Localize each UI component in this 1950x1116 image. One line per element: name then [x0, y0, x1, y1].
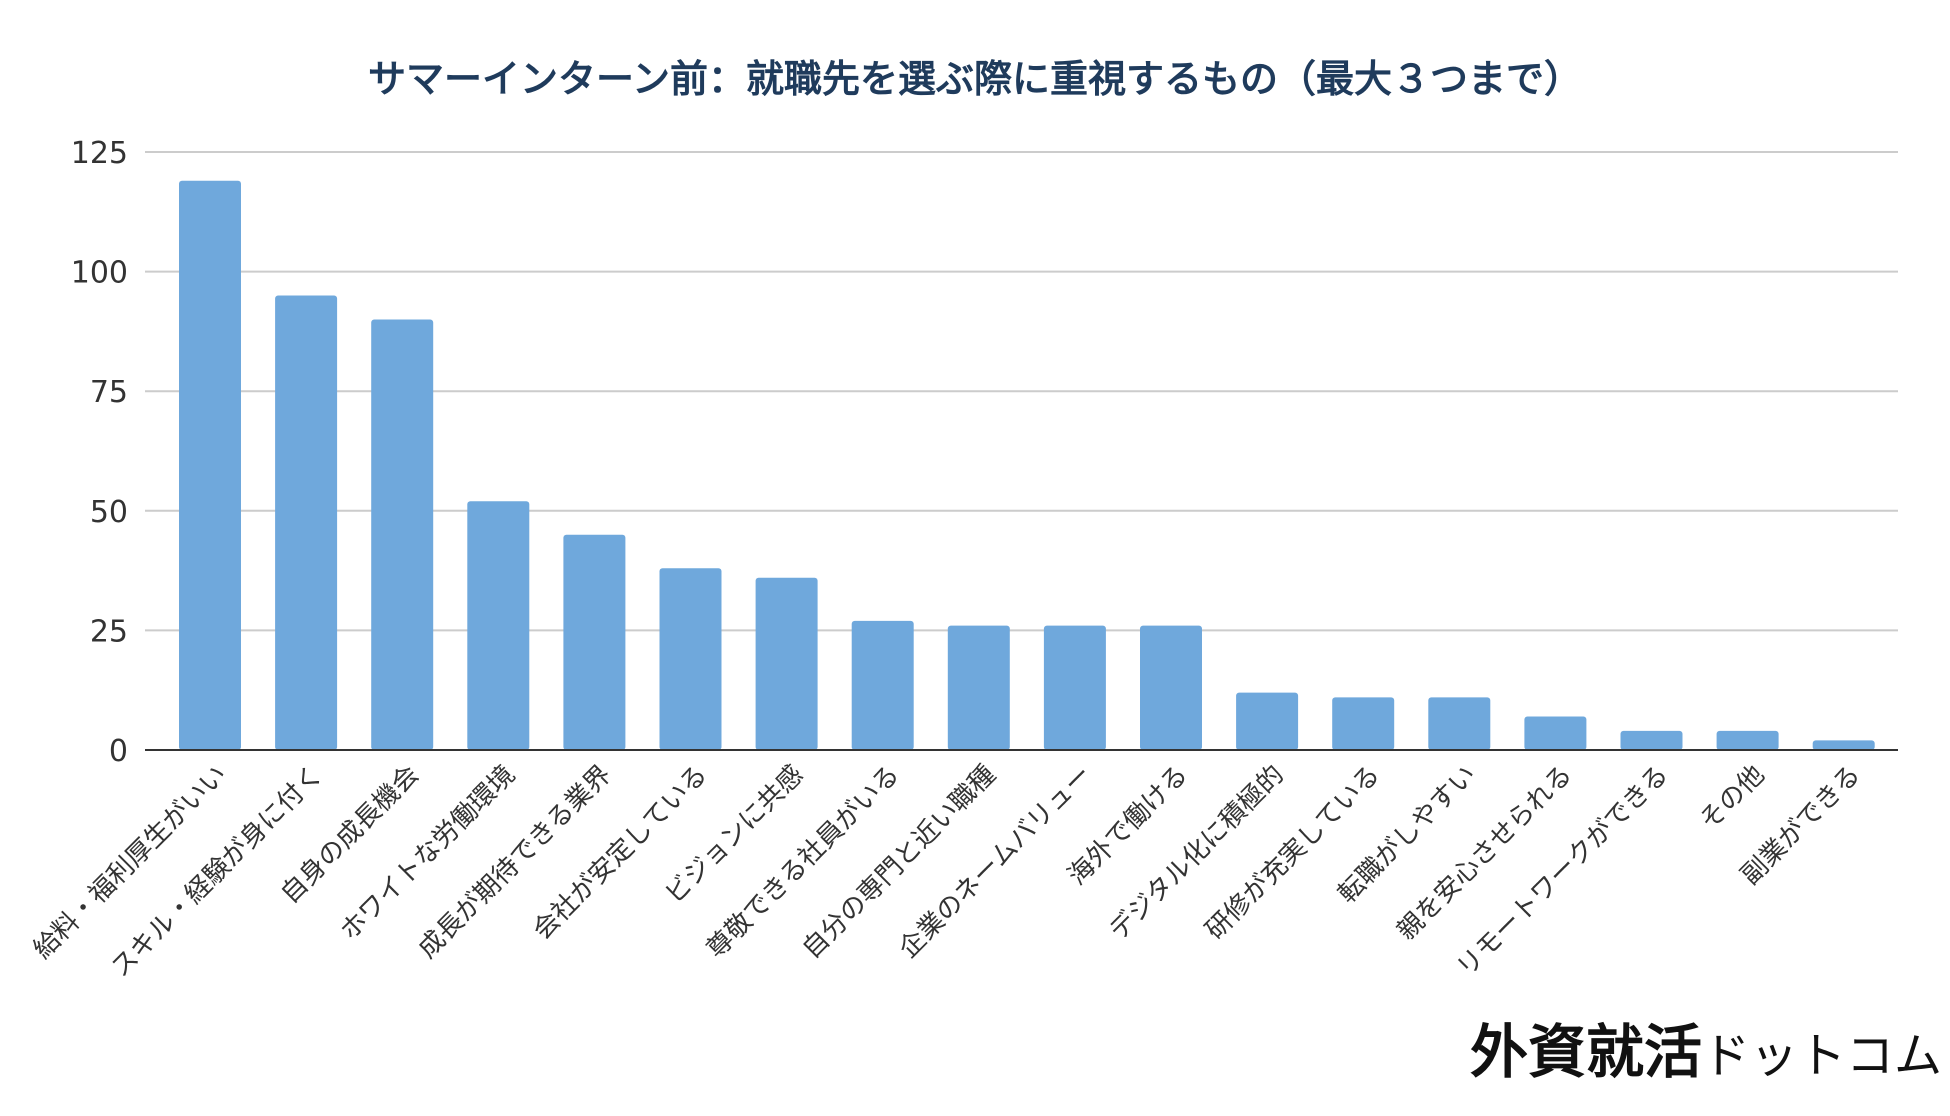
x-tick-label: デジタル化に積極的: [1104, 760, 1290, 946]
bar: [755, 577, 818, 750]
bar: [275, 295, 338, 750]
watermark-logo: 外資就活ドットコム: [1470, 1005, 1942, 1089]
bars: [179, 180, 1875, 751]
x-tick-label: 自分の専門と近い職種: [797, 760, 1002, 965]
x-tick-label: 給料・福利厚生がいい: [28, 760, 233, 965]
bar: [179, 180, 241, 751]
y-tick-label: 0: [109, 734, 128, 769]
x-tick-label: 尊敬できる社員がいる: [701, 760, 906, 965]
x-tick-label: 成長が期待できる業界: [413, 760, 618, 965]
y-tick-label: 50: [90, 495, 128, 530]
bar: [1043, 625, 1106, 750]
x-tick-label: 親を安心させられる: [1392, 760, 1579, 947]
bar: [1716, 730, 1779, 750]
x-tick-label: 研修が充実している: [1200, 760, 1386, 946]
bar: [563, 534, 626, 750]
bar: [1332, 697, 1395, 750]
bar: [1812, 740, 1875, 750]
gridlines: [145, 151, 1898, 632]
y-tick-label: 125: [71, 136, 128, 171]
bar: [1428, 697, 1491, 750]
bar: [1140, 625, 1202, 750]
x-tick-label: 会社が安定している: [527, 760, 713, 946]
x-tick-label: ホワイトな労働環境: [335, 760, 522, 947]
bar: [947, 625, 1010, 750]
bar: [1524, 716, 1587, 750]
chart-title: サマーインターン前：就職先を選ぶ際に重視するもの（最大３つまで）: [367, 57, 1583, 101]
bar: [467, 501, 530, 750]
y-axis-ticks: 0 25 50 75 100 125: [71, 136, 128, 769]
bar: [1236, 692, 1299, 750]
y-tick-label: 25: [90, 614, 128, 649]
x-tick-label: その他: [1694, 760, 1770, 836]
watermark-sub-text: ドットコム: [1702, 1028, 1943, 1084]
bar: [851, 620, 914, 750]
bar: [1620, 730, 1683, 750]
x-tick-label: 企業のネームバリュー: [893, 760, 1098, 965]
watermark-main-text: 外資就活: [1470, 1018, 1703, 1086]
x-axis-labels: 給料・福利厚生がいいスキル・経験が身に付く自身の成長機会ホワイトな労働環境成長が…: [28, 760, 1867, 983]
bar: [371, 319, 434, 750]
y-tick-label: 100: [71, 256, 128, 291]
y-tick-label: 75: [90, 375, 128, 410]
bar: [659, 568, 722, 750]
